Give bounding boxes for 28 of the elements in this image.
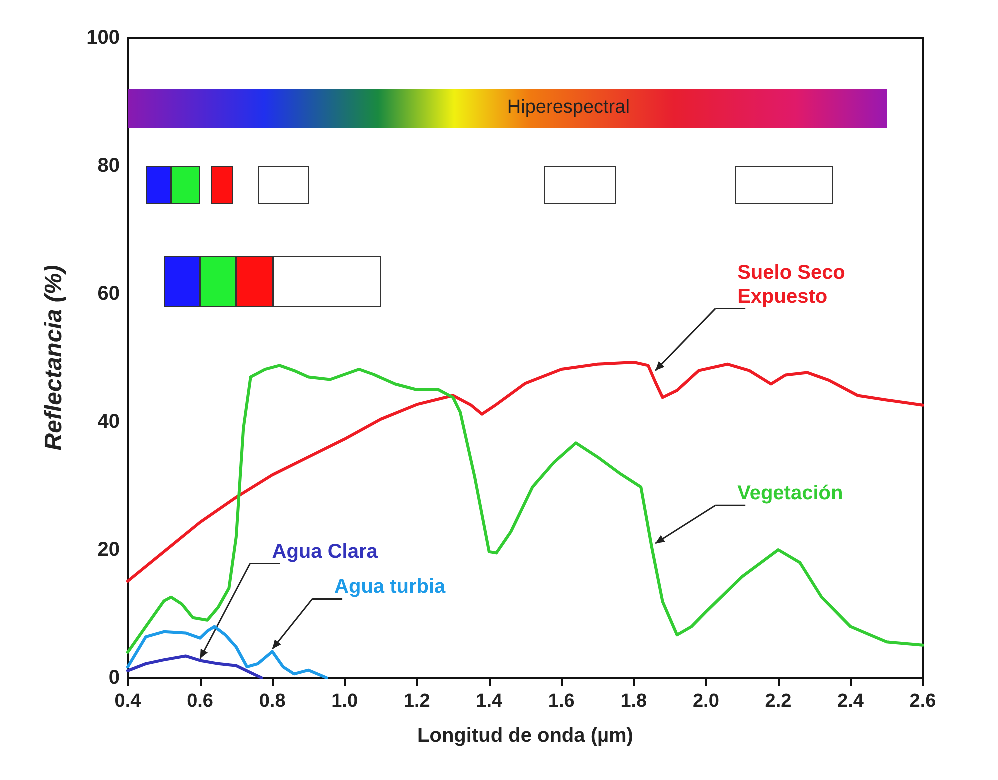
x-tick-label: 1.2 [404, 691, 430, 712]
x-tick-label: 1.4 [476, 691, 503, 712]
y-axis-title: Reflectancia (%) [40, 265, 68, 451]
x-tick-label: 1.8 [620, 691, 648, 712]
x-axis-title: Longitud de onda (µm) [418, 725, 634, 747]
y-tick-label: 0 [108, 667, 120, 689]
annotation: Agua turbia [334, 576, 447, 598]
line-series [126, 654, 264, 680]
x-tick-label: 2.0 [692, 691, 720, 712]
y-tick-label: 80 [98, 155, 120, 177]
y-tick-label: 60 [98, 283, 120, 305]
x-tick-label: 2.2 [765, 691, 792, 712]
x-tick-label: 0.4 [114, 691, 142, 712]
line-series [126, 364, 924, 654]
annotation: Vegetación [738, 482, 844, 505]
x-tick-label: 1.0 [332, 691, 358, 712]
x-tick-label: 1.6 [548, 691, 575, 712]
y-tick-label: 100 [86, 27, 120, 49]
line-series [126, 625, 328, 680]
x-tick-label: 2.4 [838, 691, 864, 712]
annotation: Suelo Seco Expuesto [738, 262, 846, 308]
y-tick-label: 20 [98, 539, 120, 561]
x-tick-label: 0.6 [187, 691, 214, 712]
y-tick-label: 40 [98, 411, 120, 433]
annotation: Agua Clara [272, 540, 379, 563]
x-tick-label: 2.6 [910, 691, 936, 712]
annotation: Hiperespectral [507, 96, 630, 120]
x-tick-label: 0.8 [259, 691, 286, 712]
